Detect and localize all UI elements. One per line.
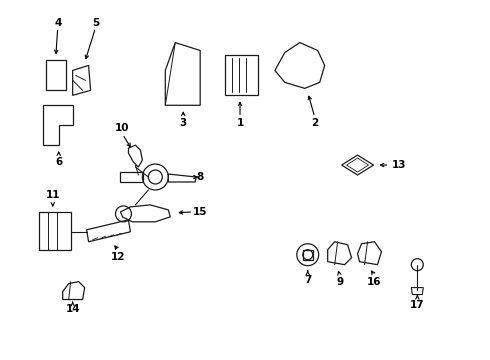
Text: 12: 12 xyxy=(111,252,126,262)
Text: 9: 9 xyxy=(336,276,343,287)
Text: 3: 3 xyxy=(180,118,187,128)
Text: 1: 1 xyxy=(236,118,244,128)
Text: 16: 16 xyxy=(367,276,382,287)
Text: 7: 7 xyxy=(304,275,312,285)
Text: 4: 4 xyxy=(54,18,61,28)
Text: 11: 11 xyxy=(46,190,60,200)
Text: 14: 14 xyxy=(65,305,80,315)
Text: 6: 6 xyxy=(55,157,62,167)
Text: 13: 13 xyxy=(392,160,407,170)
Text: 15: 15 xyxy=(193,207,207,217)
Circle shape xyxy=(412,259,423,271)
Text: 5: 5 xyxy=(92,18,99,28)
Text: 17: 17 xyxy=(410,300,425,310)
Text: 8: 8 xyxy=(196,172,204,182)
Text: 10: 10 xyxy=(115,123,130,133)
Text: 2: 2 xyxy=(311,118,318,128)
